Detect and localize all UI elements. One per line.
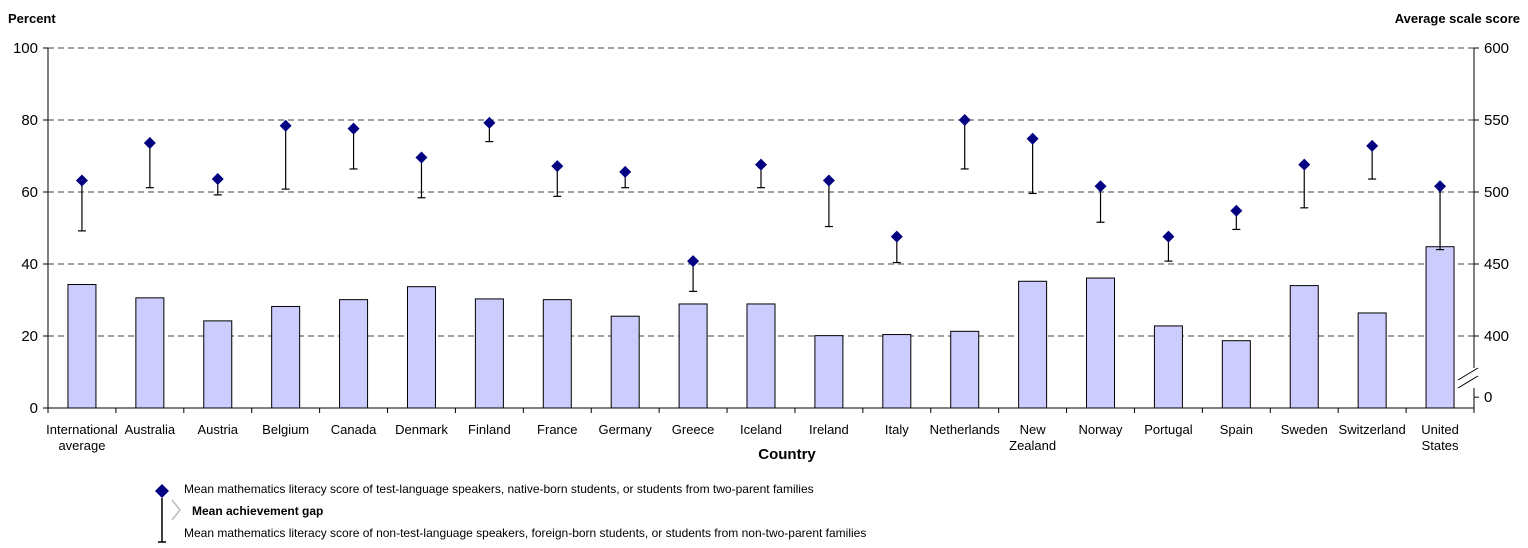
category-label: Iceland bbox=[740, 422, 782, 437]
category-label: States bbox=[1422, 438, 1459, 453]
bar bbox=[67, 284, 97, 409]
score-marker bbox=[1230, 204, 1243, 217]
bar bbox=[1357, 312, 1387, 409]
category-label: Denmark bbox=[395, 422, 448, 437]
score-marker bbox=[1026, 132, 1039, 145]
right-tick-labels: 0 400 450 500 550 600 bbox=[1474, 40, 1509, 406]
score-marker bbox=[1366, 139, 1379, 152]
bar bbox=[203, 320, 233, 409]
axis-break-mark bbox=[1457, 367, 1479, 381]
bar bbox=[950, 330, 980, 409]
category-label: Spain bbox=[1220, 422, 1253, 437]
score-marker bbox=[143, 137, 156, 150]
score-marker bbox=[619, 165, 632, 178]
score-marker bbox=[1434, 180, 1447, 193]
category-label: Zealand bbox=[1009, 438, 1056, 453]
legend-high-label: Mean mathematics literacy score of test-… bbox=[184, 482, 814, 496]
category-label: Finland bbox=[468, 422, 511, 437]
bar bbox=[610, 315, 640, 409]
right-axis-title: Average scale score bbox=[1395, 11, 1520, 26]
bar bbox=[1289, 285, 1319, 409]
diamond-marker-icon bbox=[155, 484, 169, 498]
bar bbox=[1221, 340, 1251, 409]
category-label: Ireland bbox=[809, 422, 849, 437]
score-marker bbox=[279, 119, 292, 132]
bars bbox=[67, 246, 1455, 409]
bar bbox=[271, 305, 301, 409]
bar bbox=[814, 335, 844, 409]
bar bbox=[1018, 280, 1048, 409]
category-label: Germany bbox=[598, 422, 652, 437]
category-label: Switzerland bbox=[1339, 422, 1406, 437]
category-label: Italy bbox=[885, 422, 909, 437]
left-tick-label: 80 bbox=[21, 112, 38, 129]
category-label: Australia bbox=[125, 422, 176, 437]
bar bbox=[678, 303, 708, 409]
axes bbox=[47, 48, 1480, 413]
gap-line-icon bbox=[158, 498, 181, 543]
bar bbox=[1086, 277, 1116, 409]
score-marker bbox=[551, 160, 564, 173]
category-label: Greece bbox=[672, 422, 715, 437]
bar bbox=[474, 298, 504, 409]
category-label: Belgium bbox=[262, 422, 309, 437]
score-marker bbox=[890, 230, 903, 243]
right-tick-label: 0 bbox=[1484, 389, 1492, 406]
left-tick-label: 20 bbox=[21, 328, 38, 345]
category-label: United bbox=[1421, 422, 1459, 437]
category-label: International bbox=[46, 422, 118, 437]
left-tick-label: 0 bbox=[30, 400, 38, 417]
right-tick-label: 500 bbox=[1484, 184, 1509, 201]
left-tick-label: 40 bbox=[21, 256, 38, 273]
score-marker bbox=[1094, 180, 1107, 193]
category-label: Sweden bbox=[1281, 422, 1328, 437]
score-marker bbox=[75, 174, 88, 187]
category-label: Canada bbox=[331, 422, 377, 437]
x-axis-title: Country bbox=[758, 446, 816, 463]
right-tick-label: 450 bbox=[1484, 256, 1509, 273]
left-tick-labels: 0 20 40 60 80 100 bbox=[13, 40, 48, 417]
score-marker bbox=[822, 174, 835, 187]
legend-gap-label: Mean achievement gap bbox=[192, 504, 324, 518]
gap-lines bbox=[77, 120, 1445, 292]
bar bbox=[339, 299, 369, 409]
category-label: New bbox=[1020, 422, 1047, 437]
bar bbox=[135, 297, 165, 409]
left-tick-label: 60 bbox=[21, 184, 38, 201]
score-marker bbox=[415, 151, 428, 164]
gridlines bbox=[48, 47, 1474, 337]
score-marker bbox=[211, 173, 224, 186]
bar bbox=[406, 286, 436, 409]
score-marker bbox=[1298, 158, 1311, 171]
category-label: France bbox=[537, 422, 577, 437]
score-marker bbox=[687, 255, 700, 268]
score-marker bbox=[755, 158, 767, 171]
right-tick-label: 400 bbox=[1484, 328, 1509, 345]
bar bbox=[542, 299, 572, 409]
category-label: Austria bbox=[198, 422, 239, 437]
left-tick-label: 100 bbox=[13, 40, 38, 57]
category-label: Netherlands bbox=[930, 422, 1001, 437]
right-tick-label: 600 bbox=[1484, 40, 1509, 57]
score-marker bbox=[347, 122, 360, 135]
bar bbox=[1425, 246, 1455, 409]
bar bbox=[882, 334, 912, 409]
category-label: Portugal bbox=[1144, 422, 1193, 437]
right-tick-label: 550 bbox=[1484, 112, 1509, 129]
score-marker bbox=[1162, 230, 1175, 243]
legend-low-label: Mean mathematics literacy score of non-t… bbox=[184, 526, 867, 540]
axis-break-mark bbox=[1457, 375, 1479, 389]
score-marker bbox=[958, 114, 971, 126]
bar bbox=[746, 303, 776, 409]
markers bbox=[75, 114, 1447, 268]
score-marker bbox=[483, 116, 496, 129]
left-axis-title: Percent bbox=[8, 11, 56, 26]
bar bbox=[1153, 325, 1183, 409]
category-label: Norway bbox=[1078, 422, 1123, 437]
category-label: average bbox=[58, 438, 105, 453]
